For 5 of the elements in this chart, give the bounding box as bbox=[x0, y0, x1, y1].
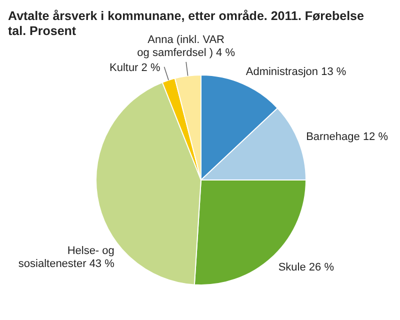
slice-label: Administrasjon 13 % bbox=[246, 66, 346, 78]
slice-label: Skule 26 % bbox=[278, 262, 334, 274]
slice-label: Helse- og sosialtenester 43 % bbox=[18, 244, 115, 270]
slice-label: Barnehage 12 % bbox=[306, 131, 388, 144]
slice-label: Kultur 2 % bbox=[109, 62, 160, 74]
